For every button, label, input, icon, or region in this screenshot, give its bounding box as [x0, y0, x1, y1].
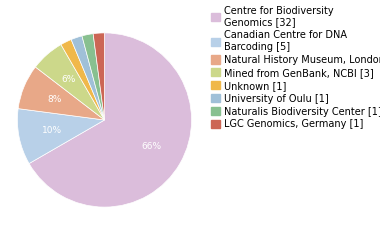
Wedge shape — [71, 36, 105, 120]
Wedge shape — [18, 67, 105, 120]
Wedge shape — [17, 109, 105, 163]
Wedge shape — [35, 45, 104, 120]
Text: 10%: 10% — [41, 126, 62, 135]
Text: 6%: 6% — [62, 75, 76, 84]
Text: 8%: 8% — [48, 95, 62, 104]
Wedge shape — [29, 33, 192, 207]
Legend: Centre for Biodiversity
Genomics [32], Canadian Centre for DNA
Barcoding [5], Na: Centre for Biodiversity Genomics [32], C… — [210, 5, 380, 130]
Wedge shape — [82, 34, 104, 120]
Text: 66%: 66% — [141, 143, 161, 151]
Wedge shape — [93, 33, 104, 120]
Wedge shape — [61, 40, 105, 120]
